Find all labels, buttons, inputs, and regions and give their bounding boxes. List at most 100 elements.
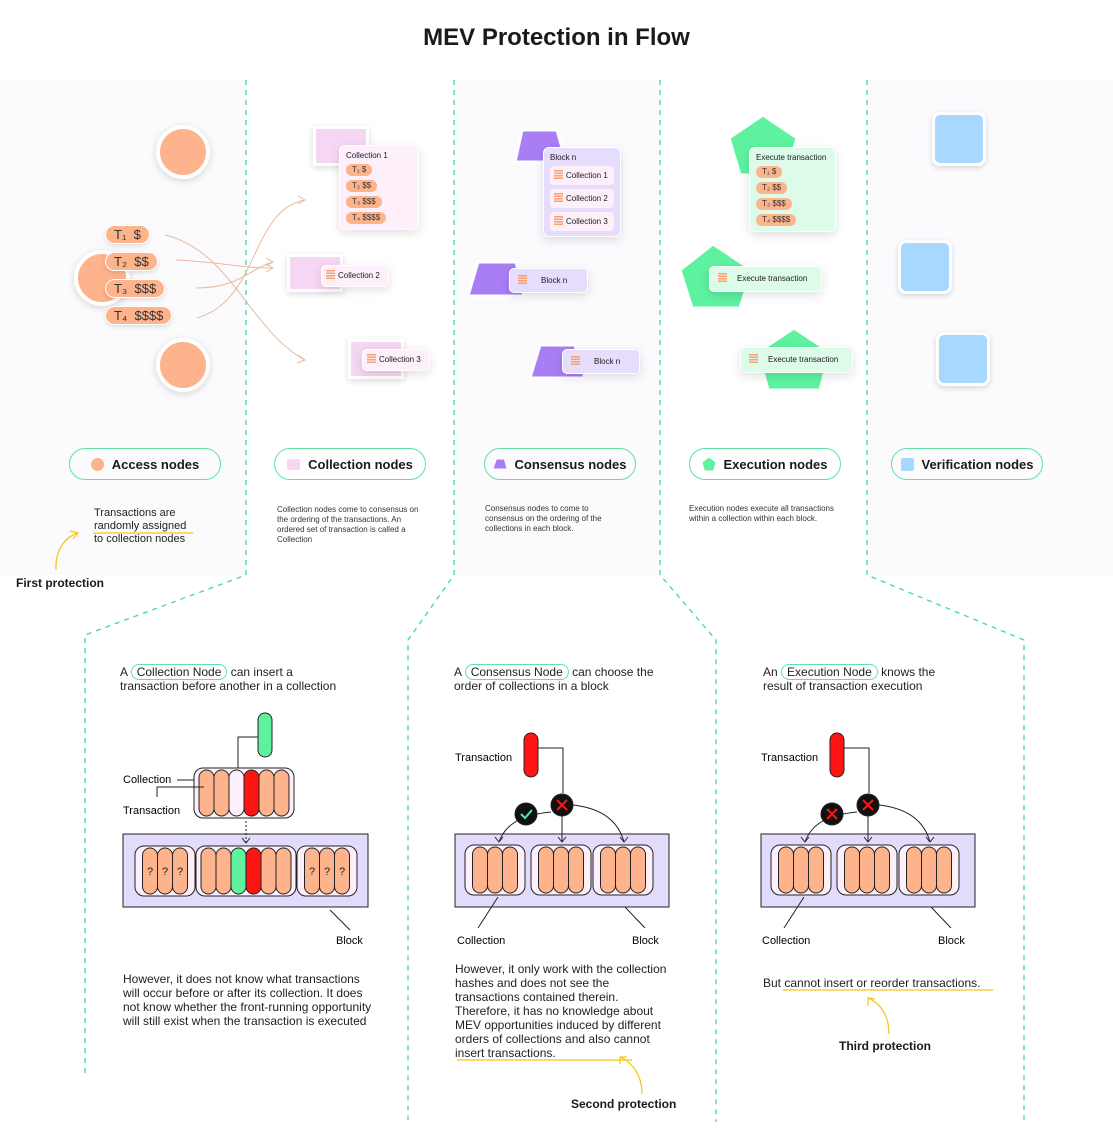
transaction-pill	[172, 847, 188, 895]
cross-icon	[826, 808, 838, 820]
bottom-diagrams: ??????	[122, 712, 976, 931]
label-block: Block	[938, 935, 965, 947]
arrow-head	[925, 836, 935, 843]
verification-node-square	[936, 332, 990, 386]
second-protection-label: Second protection	[571, 1097, 677, 1111]
transaction-pill	[600, 846, 616, 894]
connector-line	[477, 896, 499, 929]
arrow-head	[619, 836, 629, 843]
unknown-mark: ?	[324, 866, 330, 878]
legend-verification-nodes: Verification nodes	[891, 448, 1043, 480]
page-title: MEV Protection in Flow	[423, 24, 690, 51]
unknown-mark: ?	[339, 866, 345, 878]
new-transaction-pill	[257, 712, 273, 758]
connector-line	[498, 811, 552, 843]
panel-3-body: But cannot insert or reorder transaction…	[763, 976, 981, 990]
assignment-arrows	[164, 195, 307, 364]
check-icon	[520, 809, 533, 820]
block-card: Block n	[562, 349, 640, 374]
transaction-pill: T₃ $$$	[105, 279, 166, 298]
protection-highlights	[55, 530, 993, 1095]
transaction-pill	[215, 847, 232, 895]
label-collection: Collection	[762, 935, 810, 947]
unknown-mark: ?	[309, 866, 315, 878]
unknown-mark: ?	[147, 866, 153, 878]
stack-icon	[554, 170, 563, 179]
transaction-pill	[553, 846, 569, 894]
transaction-pill	[523, 732, 539, 778]
transaction-pill	[829, 732, 845, 778]
transaction-pill	[258, 769, 275, 817]
transaction-pill	[615, 846, 631, 894]
label-block: Block	[336, 935, 363, 947]
transaction-pill	[808, 846, 824, 894]
divider-4	[866, 80, 1025, 1122]
execution-description: Execution nodes execute all transactions…	[689, 504, 834, 523]
transaction-pill	[472, 846, 488, 894]
first-protection-label: First protection	[16, 576, 105, 590]
transaction-pill	[793, 846, 809, 894]
connector-line	[804, 811, 858, 843]
cross-icon	[862, 799, 874, 811]
execute-card: Execute transaction T₁ $ T₂ $$ T₃ $$$ T₄…	[749, 147, 836, 232]
transaction-pill	[859, 846, 875, 894]
connector-line	[783, 896, 805, 929]
transaction-pill	[502, 846, 518, 894]
connector-line	[538, 747, 564, 793]
collection-card: Collection 2	[321, 265, 389, 287]
transaction-pill	[275, 847, 292, 895]
stack-icon	[518, 275, 527, 284]
label-block: Block	[632, 935, 659, 947]
transaction-pill	[334, 847, 350, 895]
circle-icon	[90, 457, 104, 471]
unknown-mark: ?	[177, 866, 183, 878]
connector-line	[624, 906, 646, 929]
transaction-pill	[906, 846, 922, 894]
label-collection: Collection	[123, 774, 171, 786]
transaction-pill	[243, 769, 260, 817]
trapezoid-icon	[493, 459, 507, 469]
transaction-pill: T₁ $	[105, 225, 150, 244]
transaction-pill	[230, 847, 247, 895]
label-transaction: Transaction	[455, 752, 512, 764]
card-title: Collection 1	[346, 151, 388, 160]
panel-1-heading: A Collection Node can insert a transactio…	[120, 664, 337, 693]
transaction-pill: T₄ $$$$	[105, 306, 173, 325]
transaction-pill	[198, 769, 215, 817]
transaction-pill	[213, 769, 230, 817]
access-node-circle	[156, 125, 210, 179]
collection-card: Collection 1 T₁ $ T₂ $$ T₃ $$$ T₄ $$$$	[339, 145, 419, 230]
connector-line	[329, 909, 351, 931]
transaction-pill	[874, 846, 890, 894]
tag-execution-node: Execution Node	[781, 664, 878, 680]
legend-collection-nodes: Collection nodes	[274, 448, 426, 480]
connector-line	[572, 804, 625, 843]
connector-line	[930, 906, 952, 929]
stack-icon	[554, 216, 563, 225]
connector-line	[156, 786, 204, 797]
insert-arrow	[237, 736, 258, 782]
transaction-pill	[245, 847, 262, 895]
pentagon-icon	[702, 457, 716, 471]
connector-line	[844, 747, 870, 793]
transaction-pill	[260, 847, 277, 895]
legend-execution-nodes: Execution nodes	[689, 448, 841, 480]
tag-collection-node: Collection Node	[130, 664, 228, 680]
legend-access-nodes: Access nodes	[69, 448, 221, 480]
panel-1-body: However, it does not know what transacti…	[123, 972, 372, 1028]
transaction-pill	[568, 846, 584, 894]
tag-consensus-node: Consensus Node	[464, 664, 569, 680]
collection-description: Collection nodes come to consensus on th…	[277, 505, 419, 544]
legend-consensus-nodes: Consensus nodes	[484, 448, 636, 480]
panel-2-heading: A Consensus Node can choose the order of …	[454, 664, 654, 693]
verification-column-bg	[867, 80, 1113, 575]
stack-icon	[571, 356, 580, 365]
square-icon	[900, 457, 914, 471]
transaction-pill	[844, 846, 860, 894]
unknown-mark: ?	[162, 866, 168, 878]
transaction-pill	[200, 847, 217, 895]
label-transaction: Transaction	[761, 752, 818, 764]
transaction-pill	[936, 846, 952, 894]
divider-1	[84, 80, 247, 1078]
access-node-circle	[156, 338, 210, 392]
